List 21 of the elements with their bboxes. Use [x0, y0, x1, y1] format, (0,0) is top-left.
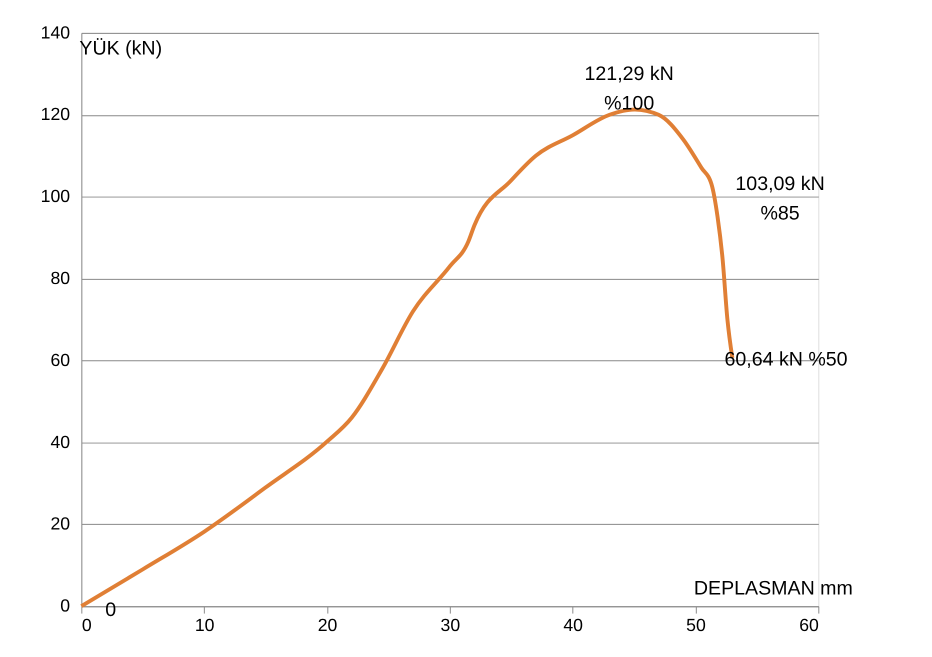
- x-axis-title: DEPLASMAN mm: [694, 577, 853, 600]
- x-tick-label: 50: [686, 615, 706, 636]
- y-tick-label: 20: [50, 514, 70, 534]
- y-tick-label: 60: [50, 350, 70, 370]
- annotation: 0: [105, 599, 116, 622]
- annotation: 60,64 kN %50: [724, 348, 848, 371]
- y-tick-label: 0: [60, 596, 70, 616]
- y-tick-label: 100: [40, 186, 70, 206]
- x-tick-label: 20: [318, 615, 338, 636]
- y-axis-title: YÜK (kN): [79, 37, 162, 60]
- y-tick-label: 140: [40, 22, 70, 42]
- annotation: 121,29 kN %100: [584, 63, 674, 115]
- x-tick-label: 0: [82, 615, 92, 636]
- annotation: 103,09 kN %85: [735, 172, 825, 224]
- x-tick-label: 40: [563, 615, 584, 636]
- y-tick-label: 40: [50, 432, 70, 452]
- x-tick-label: 10: [194, 615, 215, 636]
- x-tick-label: 30: [440, 615, 460, 636]
- y-tick-label: 120: [40, 104, 70, 124]
- y-tick-label: 80: [50, 268, 70, 288]
- x-tick-label: 60: [799, 615, 819, 636]
